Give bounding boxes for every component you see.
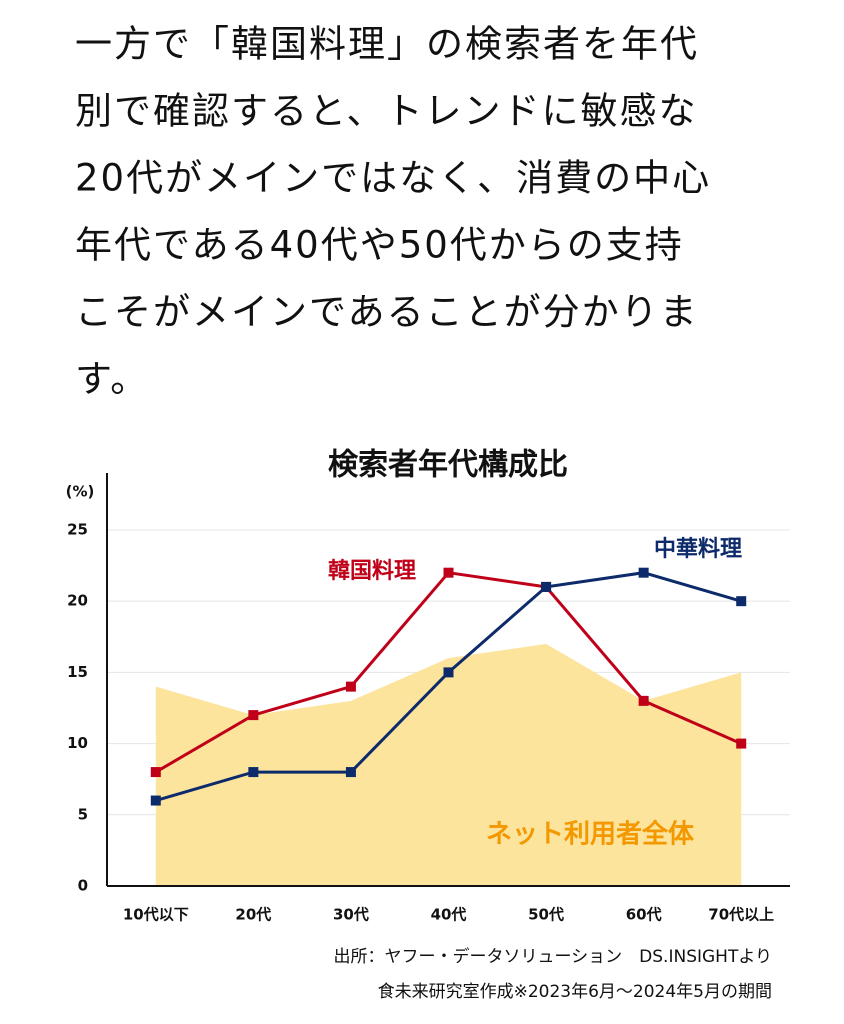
source-note: 食未来研究室作成※2023年6月～2024年5月の期間 xyxy=(378,982,772,1002)
marker xyxy=(150,795,161,806)
paragraph-line: 年代である40代や50代からの支持 xyxy=(75,224,684,267)
x-tick-label: 50代 xyxy=(528,906,564,924)
y-tick-label: 5 xyxy=(78,805,88,823)
marker xyxy=(443,667,454,678)
x-tick-label: 40代 xyxy=(431,906,467,924)
marker xyxy=(541,581,552,592)
x-tick-label: 60代 xyxy=(626,906,662,924)
y-tick-label: 0 xyxy=(78,877,88,895)
paragraph-line: 一方で「韓国料理」の検索者を年代 xyxy=(75,23,699,66)
series-label: ネット利用者全体 xyxy=(486,819,695,850)
marker xyxy=(345,767,356,778)
marker xyxy=(736,738,747,749)
marker xyxy=(248,710,259,721)
paragraph-line: 別で確認すると、トレンドに敏感な xyxy=(75,90,698,133)
y-tick-label: 10 xyxy=(67,734,88,752)
paragraph-line: 20代がメインではなく、消費の中心 xyxy=(75,157,711,200)
paragraph-line: す。 xyxy=(75,358,149,401)
x-tick-label: 70代以上 xyxy=(708,906,774,924)
y-tick-label: 20 xyxy=(67,592,88,610)
y-tick-label: 25 xyxy=(67,520,88,538)
x-tick-label: 20代 xyxy=(235,906,271,924)
x-tick-label: 30代 xyxy=(333,906,369,924)
marker xyxy=(345,681,356,692)
x-tick-label: 10代以下 xyxy=(123,906,189,924)
y-tick-label: 15 xyxy=(67,663,88,681)
y-axis-label: (%) xyxy=(66,483,95,501)
paragraph-line: こそがメインであることが分かりま xyxy=(75,291,699,334)
chart-title: 検索者年代構成比 xyxy=(328,448,568,483)
series-label: 中華料理 xyxy=(654,537,742,562)
source-note: 出所：ヤフー・データソリューション DS.INSIGHTより xyxy=(334,946,772,967)
marker xyxy=(248,767,259,778)
marker xyxy=(638,567,649,578)
marker xyxy=(736,596,747,607)
marker xyxy=(638,695,649,706)
marker xyxy=(150,767,161,778)
series-label: 韓国料理 xyxy=(328,558,416,584)
area xyxy=(155,643,742,886)
marker xyxy=(443,567,454,578)
